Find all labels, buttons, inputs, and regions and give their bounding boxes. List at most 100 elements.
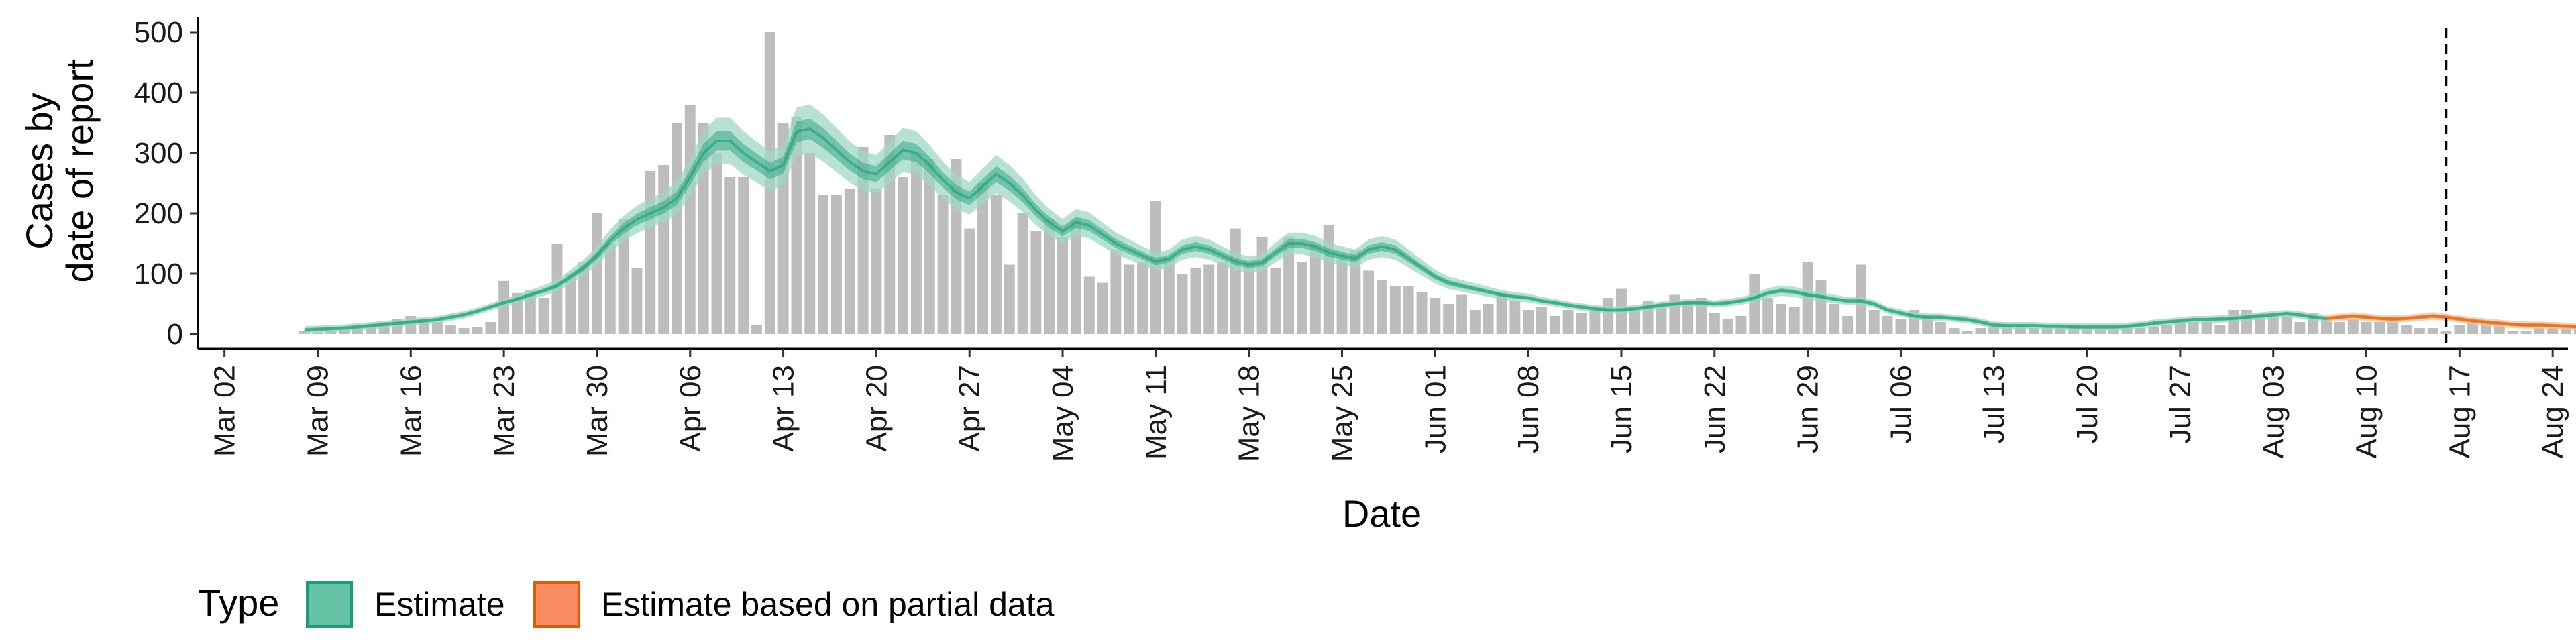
case-bar: [325, 331, 337, 334]
x-tick-label: Apr 20: [860, 365, 893, 452]
case-bar: [911, 153, 922, 334]
case-bar: [2440, 331, 2452, 334]
case-bar: [1829, 304, 1840, 334]
y-tick-label: 100: [134, 258, 183, 290]
case-bar: [1309, 244, 1321, 334]
y-tick-label: 500: [134, 16, 183, 49]
case-bar: [2493, 325, 2505, 334]
case-bar: [1962, 331, 1973, 334]
case-bar: [1696, 298, 1707, 334]
case-bar: [472, 327, 483, 334]
estimate-median-line: [304, 127, 2327, 331]
case-bar: [1030, 231, 1042, 334]
case-bar: [1137, 262, 1148, 334]
case-bar: [618, 219, 629, 334]
legend: Type Estimate Estimate based on partial …: [198, 581, 1055, 628]
case-bar: [2188, 322, 2199, 334]
case-bar: [2135, 328, 2146, 334]
case-bar: [1017, 213, 1028, 334]
case-bar: [1430, 298, 1441, 334]
case-bar: [299, 331, 310, 334]
case-bar: [1070, 219, 1081, 334]
x-tick-label: Jun 15: [1605, 365, 1638, 453]
case-bar: [1709, 313, 1720, 334]
case-bar: [498, 280, 510, 334]
case-bar: [1097, 282, 1108, 334]
case-bar: [458, 328, 470, 334]
case-bar: [1749, 274, 1760, 334]
case-bar: [2108, 327, 2119, 334]
case-bar: [924, 159, 935, 334]
case-bar: [711, 153, 722, 334]
case-bar: [898, 177, 908, 334]
case-bar: [1483, 304, 1494, 334]
case-bar: [1496, 292, 1507, 334]
case-bar: [1762, 298, 1774, 334]
case-bar: [1297, 262, 1307, 334]
x-tick-label: Aug 17: [2443, 365, 2476, 458]
case-bar: [2547, 328, 2559, 334]
case-bar: [1815, 280, 1827, 334]
case-bar: [2095, 328, 2106, 334]
case-bar: [2055, 327, 2066, 334]
case-bar: [1004, 264, 1015, 334]
case-bar: [1576, 313, 1587, 334]
x-tick-label: Jul 06: [1884, 365, 1917, 443]
case-bar: [2321, 319, 2332, 334]
case-bar: [738, 177, 749, 334]
x-tick-label: Jul 27: [2164, 365, 2197, 443]
case-bar: [2028, 328, 2039, 334]
case-bar: [2507, 331, 2518, 334]
legend-label-partial: Estimate based on partial data: [601, 586, 1055, 623]
case-bar: [2414, 328, 2425, 334]
case-bar: [991, 195, 1002, 334]
case-bar: [1788, 307, 1800, 334]
case-bar: [1509, 301, 1521, 334]
case-bar: [2467, 322, 2479, 334]
case-bar: [1163, 258, 1175, 334]
case-bar: [1044, 219, 1055, 334]
case-bar: [485, 322, 496, 334]
case-bar: [1230, 228, 1241, 334]
case-bar: [977, 183, 988, 334]
x-tick-label: Jun 29: [1792, 365, 1825, 453]
case-bar: [2148, 327, 2159, 334]
x-tick-label: Apr 13: [767, 365, 800, 452]
estimate-bands: [304, 104, 2576, 334]
case-bar: [751, 325, 762, 334]
case-bar: [1083, 276, 1095, 334]
y-axis-title-line-1: Cases by: [18, 93, 60, 249]
case-bar: [2201, 322, 2212, 334]
case-bar: [1882, 316, 1893, 334]
x-axis-title: Date: [1342, 492, 1421, 535]
case-bar: [818, 195, 828, 334]
case-bar: [2015, 327, 2026, 334]
case-bar: [2427, 328, 2438, 334]
legend-label-estimate: Estimate: [374, 586, 505, 623]
legend-title: Type: [198, 582, 279, 624]
partial-estimate-median-line: [2326, 314, 2576, 328]
y-tick-label: 300: [134, 137, 183, 170]
case-bar: [578, 262, 590, 334]
y-tick-label: 200: [134, 197, 183, 230]
x-tick-label: Jul 20: [2071, 365, 2104, 443]
x-tick-label: Mar 16: [394, 365, 427, 457]
case-bar: [1377, 280, 1387, 334]
case-bar: [1389, 286, 1401, 334]
x-tick-label: Jun 01: [1419, 365, 1452, 453]
x-tick-label: Aug 10: [2351, 365, 2383, 458]
case-bar: [672, 123, 682, 334]
case-bar: [1203, 264, 1215, 334]
case-bar: [1589, 310, 1601, 334]
case-bar: [1456, 294, 1467, 334]
x-tick-label: Mar 23: [488, 365, 521, 457]
case-bar: [1403, 286, 1414, 334]
case-bar: [804, 153, 816, 334]
case-bar: [1283, 237, 1295, 334]
case-bar: [724, 177, 736, 334]
case-bar: [1935, 322, 1946, 334]
case-bar: [2534, 328, 2545, 334]
case-bar: [2334, 322, 2345, 334]
case-bar: [844, 189, 855, 334]
